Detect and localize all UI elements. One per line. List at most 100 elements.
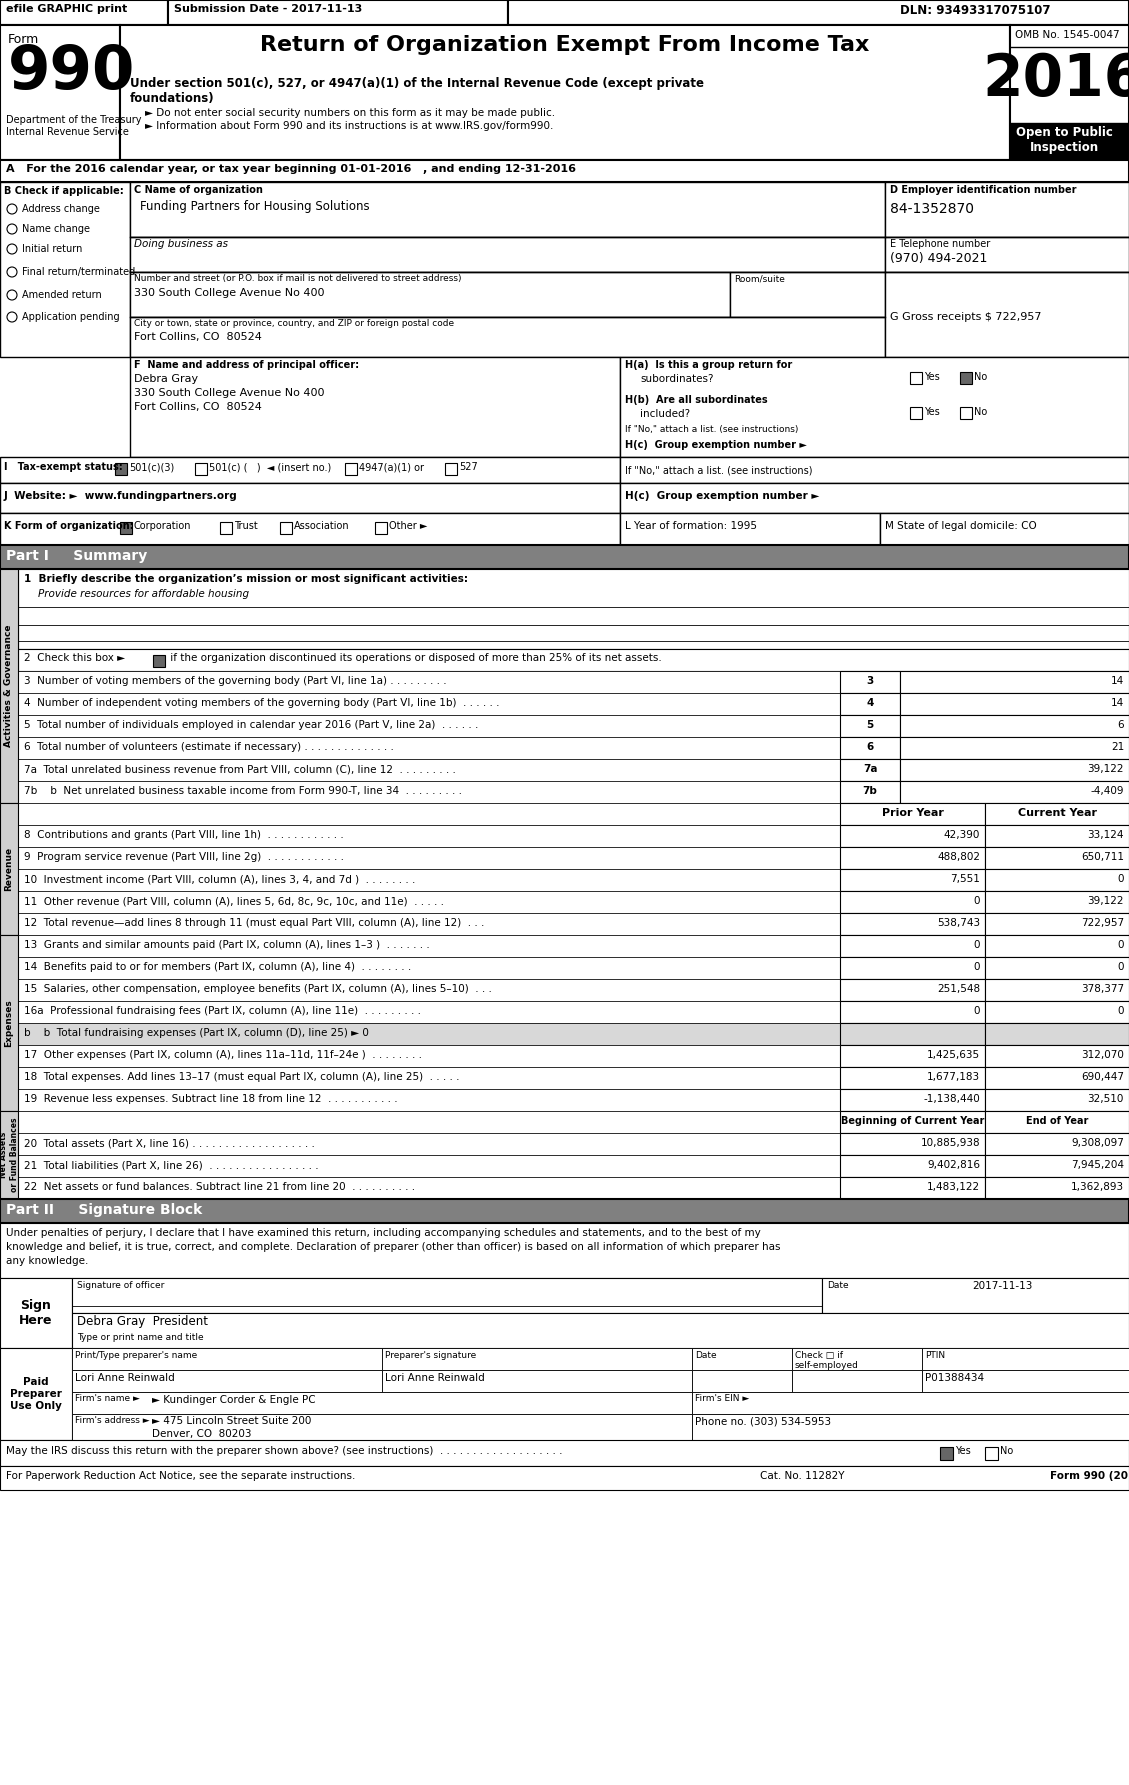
Bar — [840, 1089, 984, 1110]
Bar — [840, 782, 900, 803]
Text: 20  Total assets (Part X, line 16) . . . . . . . . . . . . . . . . . . .: 20 Total assets (Part X, line 16) . . . … — [24, 1139, 315, 1148]
Bar — [840, 737, 900, 759]
Text: 5: 5 — [866, 719, 874, 730]
Bar — [72, 1371, 382, 1392]
Text: 7b    b  Net unrelated business taxable income from Form 990-T, line 34  . . . .: 7b b Net unrelated business taxable inco… — [24, 785, 462, 796]
Text: 33,124: 33,124 — [1087, 830, 1124, 841]
Text: Lori Anne Reinwald: Lori Anne Reinwald — [385, 1373, 484, 1383]
Bar — [168, 0, 508, 25]
Bar — [984, 1089, 1129, 1110]
Text: 39,122: 39,122 — [1087, 764, 1124, 775]
Bar — [18, 1133, 840, 1155]
Text: 0: 0 — [973, 941, 980, 950]
Bar — [984, 957, 1129, 978]
Bar — [984, 912, 1129, 935]
Bar — [18, 1067, 840, 1089]
Text: Submission Date - 2017-11-13: Submission Date - 2017-11-13 — [174, 4, 362, 14]
Text: B Check if applicable:: B Check if applicable: — [5, 186, 124, 196]
Text: -1,138,440: -1,138,440 — [924, 1094, 980, 1103]
Text: 378,377: 378,377 — [1080, 984, 1124, 994]
Text: Form 990 (2016): Form 990 (2016) — [1050, 1471, 1129, 1482]
Text: Prior Year: Prior Year — [882, 809, 944, 818]
Bar — [840, 912, 984, 935]
Bar — [72, 1314, 1129, 1348]
Bar — [18, 1001, 840, 1023]
Bar — [840, 671, 900, 693]
Text: Inspection: Inspection — [1030, 141, 1099, 154]
Bar — [692, 1392, 1129, 1414]
Text: H(c)  Group exemption number ►: H(c) Group exemption number ► — [625, 439, 807, 450]
Text: Yes: Yes — [924, 407, 939, 418]
Bar — [0, 1278, 72, 1348]
Bar — [72, 1348, 382, 1371]
Bar — [115, 462, 126, 475]
Text: 7,551: 7,551 — [951, 875, 980, 884]
Bar — [130, 271, 730, 318]
Bar — [0, 1348, 72, 1440]
Text: Debra Gray: Debra Gray — [134, 375, 198, 384]
Text: 10,885,938: 10,885,938 — [920, 1139, 980, 1148]
Text: 15  Salaries, other compensation, employee benefits (Part IX, column (A), lines : 15 Salaries, other compensation, employe… — [24, 984, 492, 994]
Text: Association: Association — [294, 521, 350, 530]
Bar — [0, 484, 620, 512]
Text: Firm's address ►: Firm's address ► — [75, 1416, 150, 1424]
Bar — [793, 1348, 922, 1371]
Text: No: No — [974, 407, 987, 418]
Bar — [984, 935, 1129, 957]
Text: D Employer identification number: D Employer identification number — [890, 186, 1076, 195]
Text: 0: 0 — [1118, 1007, 1124, 1016]
Bar — [0, 182, 130, 357]
Text: 330 South College Avenue No 400: 330 South College Avenue No 400 — [134, 287, 324, 298]
Text: Preparer's signature: Preparer's signature — [385, 1351, 476, 1360]
Bar — [18, 716, 840, 737]
Bar — [922, 1348, 1129, 1371]
Text: 11  Other revenue (Part VIII, column (A), lines 5, 6d, 8c, 9c, 10c, and 11e)  . : 11 Other revenue (Part VIII, column (A),… — [24, 896, 444, 907]
Text: Initial return: Initial return — [21, 245, 82, 253]
Bar — [0, 569, 18, 803]
Bar — [840, 1176, 984, 1200]
Text: Provide resources for affordable housing: Provide resources for affordable housing — [38, 589, 250, 600]
Bar — [0, 161, 1129, 182]
Bar — [900, 737, 1129, 759]
Text: Current Year: Current Year — [1017, 809, 1096, 818]
Text: Trust: Trust — [234, 521, 257, 530]
Text: Beginning of Current Year: Beginning of Current Year — [841, 1116, 984, 1126]
Text: Paid
Preparer
Use Only: Paid Preparer Use Only — [10, 1378, 62, 1410]
Text: 0: 0 — [1118, 941, 1124, 950]
Text: 990: 990 — [8, 43, 135, 102]
Bar — [910, 371, 922, 384]
Text: 330 South College Avenue No 400: 330 South College Avenue No 400 — [134, 387, 324, 398]
Text: 9,308,097: 9,308,097 — [1071, 1139, 1124, 1148]
Bar — [0, 512, 620, 544]
Text: Corporation: Corporation — [134, 521, 192, 530]
Bar — [840, 1067, 984, 1089]
Bar — [18, 569, 1129, 650]
Bar — [840, 803, 984, 825]
Text: For Paperwork Reduction Act Notice, see the separate instructions.: For Paperwork Reduction Act Notice, see … — [6, 1471, 356, 1482]
Text: Expenses: Expenses — [5, 1000, 14, 1046]
Text: If "No," attach a list. (see instructions): If "No," attach a list. (see instruction… — [625, 425, 798, 434]
Text: H(c)  Group exemption number ►: H(c) Group exemption number ► — [625, 491, 820, 502]
Text: 39,122: 39,122 — [1087, 896, 1124, 907]
Bar — [18, 693, 840, 716]
Text: 42,390: 42,390 — [944, 830, 980, 841]
Bar — [18, 1110, 840, 1133]
Text: ► 475 Lincoln Street Suite 200: ► 475 Lincoln Street Suite 200 — [152, 1416, 312, 1426]
Bar — [0, 1200, 1129, 1223]
Bar — [18, 1044, 840, 1067]
Bar — [0, 803, 18, 935]
Text: City or town, state or province, country, and ZIP or foreign postal code: City or town, state or province, country… — [134, 320, 454, 328]
Bar — [984, 1110, 1129, 1133]
Bar — [984, 803, 1129, 825]
Text: 0: 0 — [973, 896, 980, 907]
Text: 7b: 7b — [863, 785, 877, 796]
Bar — [900, 671, 1129, 693]
Bar — [18, 912, 840, 935]
Bar — [18, 803, 840, 825]
Text: Other ►: Other ► — [390, 521, 428, 530]
Text: L Year of formation: 1995: L Year of formation: 1995 — [625, 521, 758, 530]
Text: 501(c)(3): 501(c)(3) — [129, 462, 174, 471]
Text: 690,447: 690,447 — [1080, 1073, 1124, 1082]
Bar — [692, 1371, 793, 1392]
Text: 22  Net assets or fund balances. Subtract line 21 from line 20  . . . . . . . . : 22 Net assets or fund balances. Subtract… — [24, 1182, 415, 1192]
